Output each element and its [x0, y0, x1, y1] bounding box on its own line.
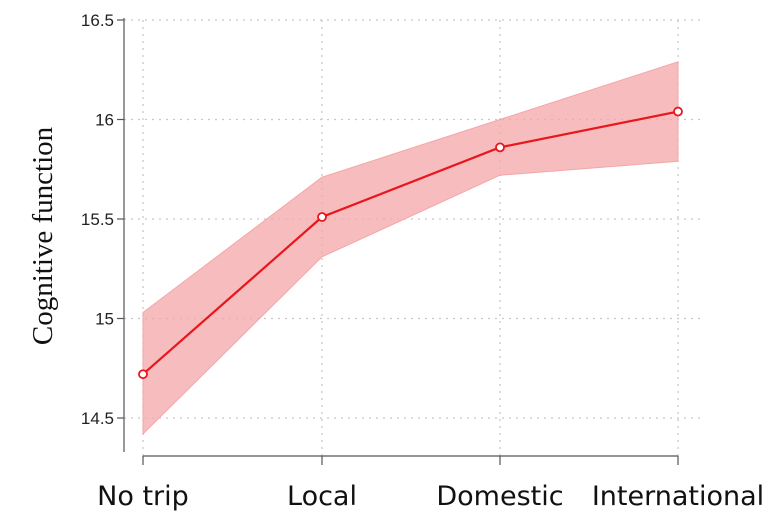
- series-layer: [138, 106, 683, 380]
- confidence-band: [142, 61, 679, 436]
- y-tick-label: 15.5: [81, 210, 114, 229]
- x-tick-label: Domestic: [436, 481, 563, 512]
- y-tick-label: 16.5: [81, 11, 114, 30]
- data-point-local: [317, 212, 327, 222]
- data-point-international: [673, 106, 683, 117]
- confidence-band-layer: [142, 61, 679, 436]
- y-tick-label: 16: [95, 111, 114, 130]
- data-point-no-trip: [138, 369, 148, 380]
- y-tick-label: 15: [95, 310, 114, 329]
- labels-layer: 14.5 15 15.5 16 16.5 No trip Local Domestic Inte…: [81, 11, 764, 512]
- data-point-domestic: [495, 142, 505, 153]
- x-tick-label: Local: [287, 481, 357, 512]
- x-tick-label: International: [592, 481, 764, 512]
- y-axis-title: Cognitive function: [27, 126, 59, 345]
- axes: [117, 18, 679, 465]
- y-tick-label: 14.5: [81, 409, 114, 428]
- series-line: [142, 110, 679, 376]
- x-tick-label: No trip: [97, 481, 189, 512]
